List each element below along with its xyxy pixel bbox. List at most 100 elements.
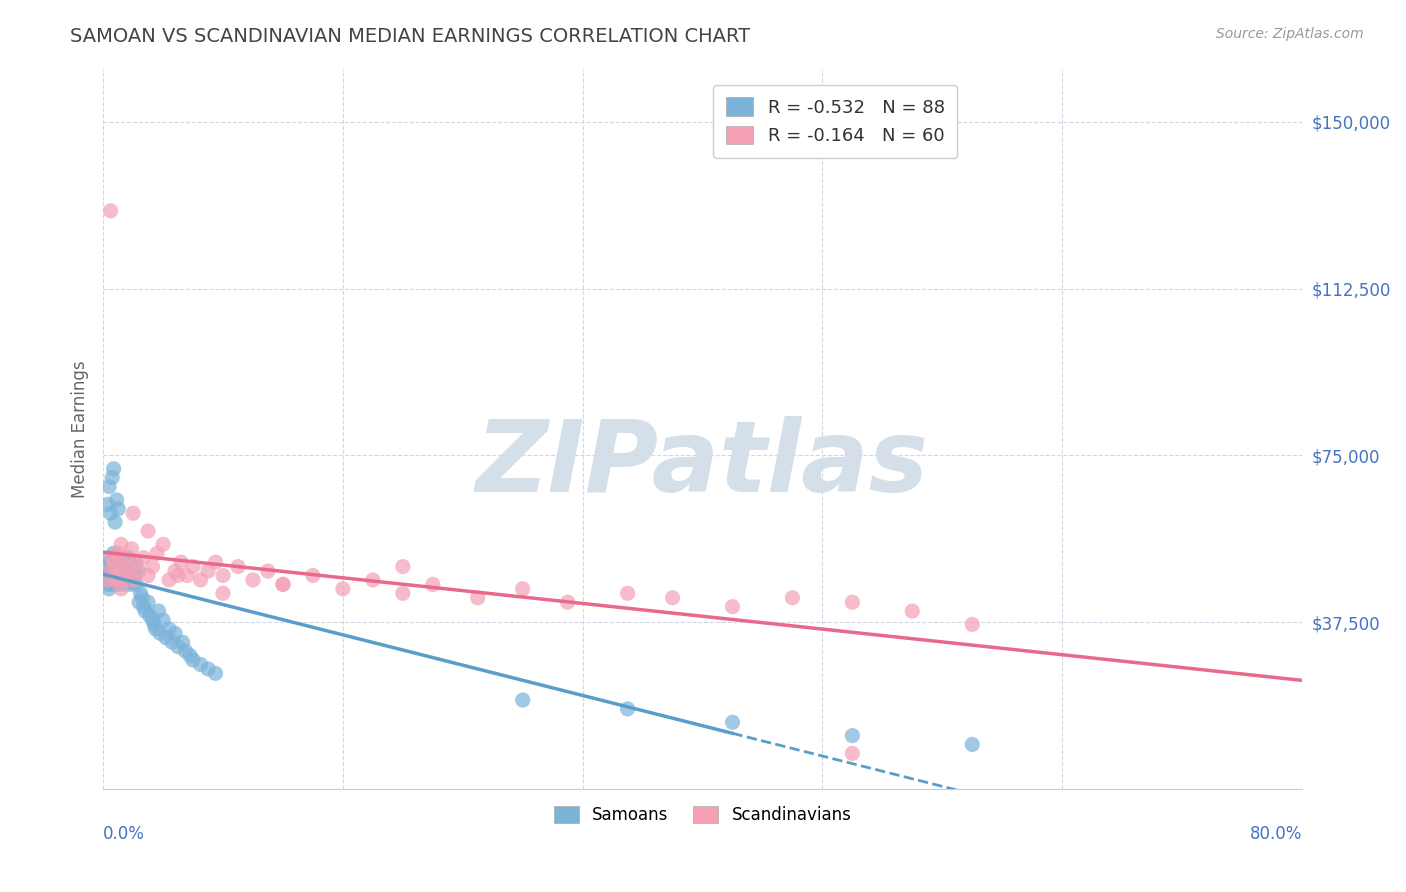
Point — [111, 564, 134, 578]
Point — [101, 573, 124, 587]
Point — [204, 666, 226, 681]
Point — [108, 573, 131, 587]
Point — [110, 582, 132, 596]
Point — [361, 573, 384, 587]
Point — [101, 471, 124, 485]
Point — [110, 564, 132, 578]
Point — [105, 559, 128, 574]
Point — [152, 613, 174, 627]
Point — [165, 626, 187, 640]
Point — [901, 604, 924, 618]
Point — [661, 591, 683, 605]
Point — [124, 555, 146, 569]
Point — [146, 546, 169, 560]
Point — [103, 564, 125, 578]
Point — [97, 573, 120, 587]
Point — [111, 559, 134, 574]
Point — [104, 573, 127, 587]
Point — [122, 564, 145, 578]
Point — [155, 631, 177, 645]
Point — [145, 622, 167, 636]
Point — [100, 564, 122, 578]
Point — [128, 595, 150, 609]
Point — [197, 662, 219, 676]
Point — [98, 479, 121, 493]
Point — [100, 506, 122, 520]
Point — [115, 559, 138, 574]
Point — [98, 582, 121, 596]
Point — [104, 550, 127, 565]
Point — [960, 617, 983, 632]
Point — [138, 608, 160, 623]
Point — [98, 550, 121, 565]
Point — [257, 564, 280, 578]
Point — [117, 559, 139, 574]
Point — [94, 573, 117, 587]
Point — [120, 577, 142, 591]
Point — [136, 595, 159, 609]
Point — [112, 577, 135, 591]
Point — [107, 577, 129, 591]
Point — [136, 524, 159, 538]
Point — [616, 586, 638, 600]
Point — [108, 573, 131, 587]
Point — [242, 573, 264, 587]
Point — [148, 604, 170, 618]
Point — [212, 568, 235, 582]
Point — [111, 568, 134, 582]
Point — [110, 555, 132, 569]
Point — [174, 644, 197, 658]
Point — [117, 564, 139, 578]
Point — [98, 568, 121, 582]
Point — [114, 568, 136, 582]
Text: ZIPatlas: ZIPatlas — [477, 417, 929, 513]
Point — [111, 573, 134, 587]
Point — [721, 599, 744, 614]
Point — [960, 738, 983, 752]
Point — [271, 577, 294, 591]
Point — [110, 537, 132, 551]
Point — [103, 462, 125, 476]
Point — [104, 515, 127, 529]
Point — [841, 747, 863, 761]
Point — [108, 559, 131, 574]
Point — [97, 559, 120, 574]
Y-axis label: Median Earnings: Median Earnings — [72, 360, 89, 498]
Point — [100, 577, 122, 591]
Point — [117, 550, 139, 565]
Point — [100, 555, 122, 569]
Point — [782, 591, 804, 605]
Point — [104, 559, 127, 574]
Point — [124, 568, 146, 582]
Point — [179, 648, 201, 663]
Point — [132, 599, 155, 614]
Point — [422, 577, 444, 591]
Point — [181, 653, 204, 667]
Point — [167, 568, 190, 582]
Point — [142, 613, 165, 627]
Point — [104, 573, 127, 587]
Point — [170, 555, 193, 569]
Point — [103, 555, 125, 569]
Point — [467, 591, 489, 605]
Point — [107, 550, 129, 565]
Point — [142, 559, 165, 574]
Text: SAMOAN VS SCANDINAVIAN MEDIAN EARNINGS CORRELATION CHART: SAMOAN VS SCANDINAVIAN MEDIAN EARNINGS C… — [70, 27, 751, 45]
Point — [190, 573, 212, 587]
Point — [104, 568, 127, 582]
Point — [120, 568, 142, 582]
Point — [841, 729, 863, 743]
Point — [136, 568, 159, 582]
Point — [190, 657, 212, 672]
Point — [128, 564, 150, 578]
Point — [121, 573, 143, 587]
Point — [197, 564, 219, 578]
Point — [121, 541, 143, 556]
Text: 80.0%: 80.0% — [1250, 825, 1302, 843]
Point — [165, 564, 187, 578]
Point — [103, 546, 125, 560]
Point — [122, 506, 145, 520]
Point — [105, 555, 128, 569]
Point — [100, 564, 122, 578]
Point — [101, 550, 124, 565]
